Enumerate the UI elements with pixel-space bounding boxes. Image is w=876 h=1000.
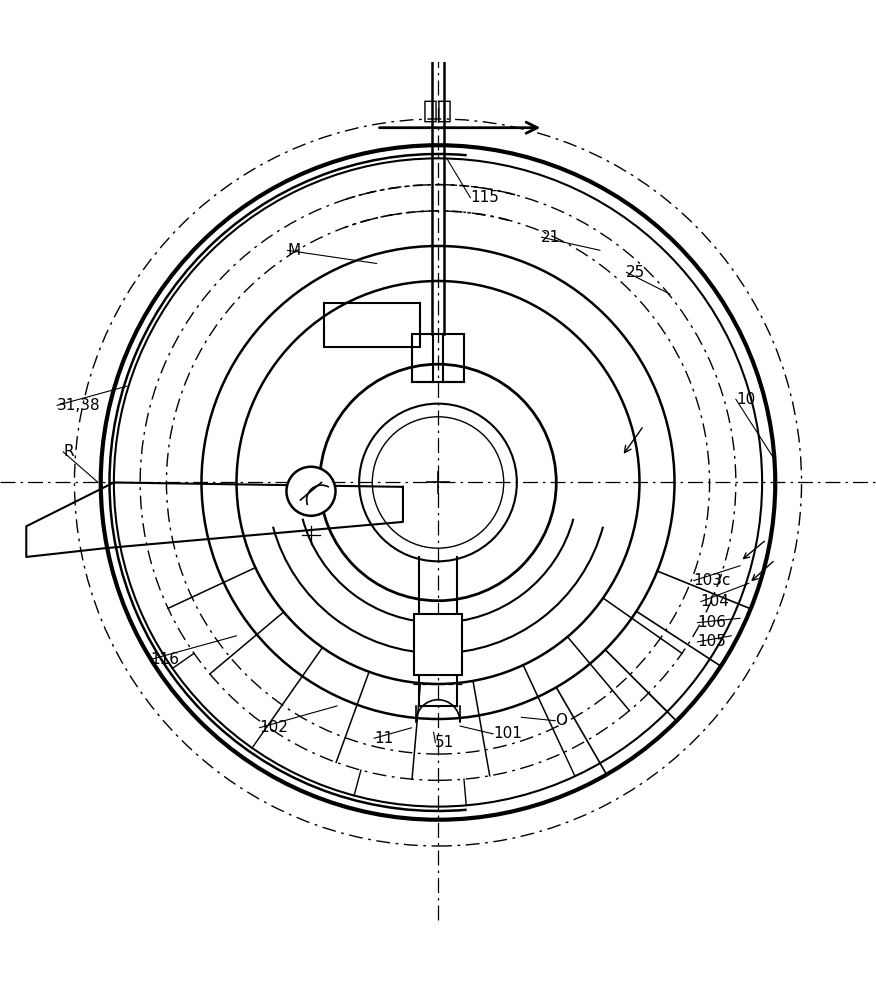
- Circle shape: [286, 467, 336, 516]
- Text: 106: 106: [697, 615, 726, 630]
- Text: 101: 101: [493, 726, 522, 741]
- Text: 103c: 103c: [694, 573, 731, 588]
- Text: 116: 116: [151, 652, 180, 667]
- Text: 25: 25: [626, 265, 646, 280]
- Text: 31,38: 31,38: [57, 398, 101, 413]
- Text: 10: 10: [736, 392, 755, 407]
- Text: 51: 51: [435, 735, 455, 750]
- Text: 前方: 前方: [423, 98, 453, 122]
- Text: 11: 11: [374, 731, 393, 746]
- Text: 102: 102: [259, 720, 288, 735]
- Text: M: M: [287, 243, 300, 258]
- Text: 21: 21: [541, 230, 561, 245]
- Text: 104: 104: [701, 594, 730, 609]
- Text: 115: 115: [470, 190, 499, 205]
- Bar: [412, 334, 464, 382]
- Bar: [413, 614, 463, 675]
- Text: O: O: [555, 713, 568, 728]
- Text: 105: 105: [697, 634, 726, 649]
- Bar: [324, 303, 420, 347]
- Text: R: R: [63, 444, 74, 459]
